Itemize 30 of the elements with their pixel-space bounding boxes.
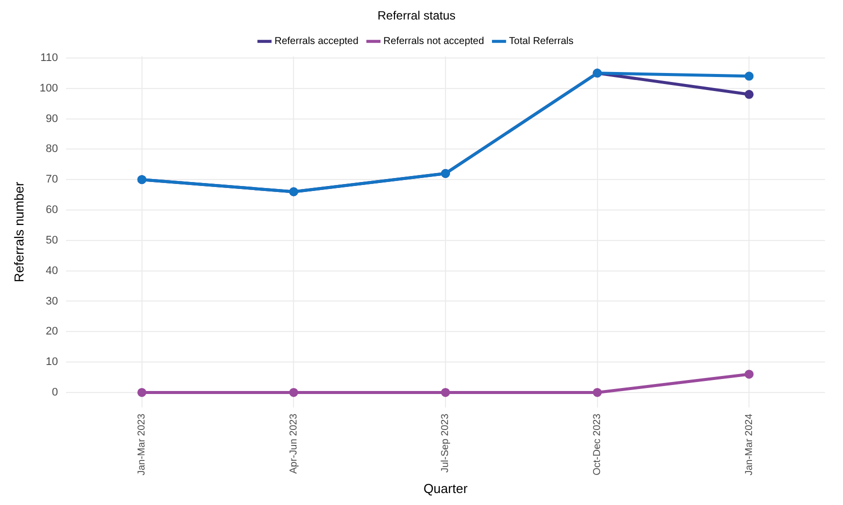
- y-axis-title: Referrals number: [11, 181, 26, 282]
- point: [744, 370, 754, 379]
- legend-label: Referrals not accepted: [383, 36, 484, 48]
- point: [744, 72, 754, 81]
- y-tick-label: 10: [46, 356, 58, 368]
- point: [744, 90, 754, 99]
- x-tick-label: Oct-Dec 2023: [592, 413, 604, 476]
- y-tick-label: 40: [46, 264, 58, 277]
- x-tick-label: Apr-Jun 2023: [288, 413, 300, 474]
- legend-label: Referrals accepted: [274, 36, 358, 48]
- x-axis-title: Quarter: [423, 480, 468, 496]
- point: [137, 388, 146, 397]
- y-tick-label: 60: [46, 204, 58, 216]
- point: [592, 388, 602, 397]
- y-tick-label: 30: [46, 295, 58, 308]
- y-tick-label: 20: [46, 326, 58, 338]
- y-tick-label: 70: [46, 174, 58, 186]
- point: [440, 388, 450, 397]
- y-tick-label: 0: [52, 386, 58, 399]
- y-tick-label: 50: [46, 234, 58, 246]
- y-tick-label: 90: [46, 112, 58, 125]
- x-tick-label: Jan-Mar 2024: [744, 413, 755, 476]
- legend-title: Referral status: [377, 8, 456, 22]
- x-tick-label: Jul-Sep 2023: [440, 413, 452, 473]
- point: [289, 388, 298, 397]
- y-tick-label: 110: [40, 52, 58, 64]
- y-tick-label: 80: [46, 143, 58, 156]
- y-tick-label: 100: [40, 82, 58, 94]
- x-tick-label: Jan-Mar 2023: [136, 413, 148, 476]
- legend-label: Total Referrals: [509, 36, 574, 48]
